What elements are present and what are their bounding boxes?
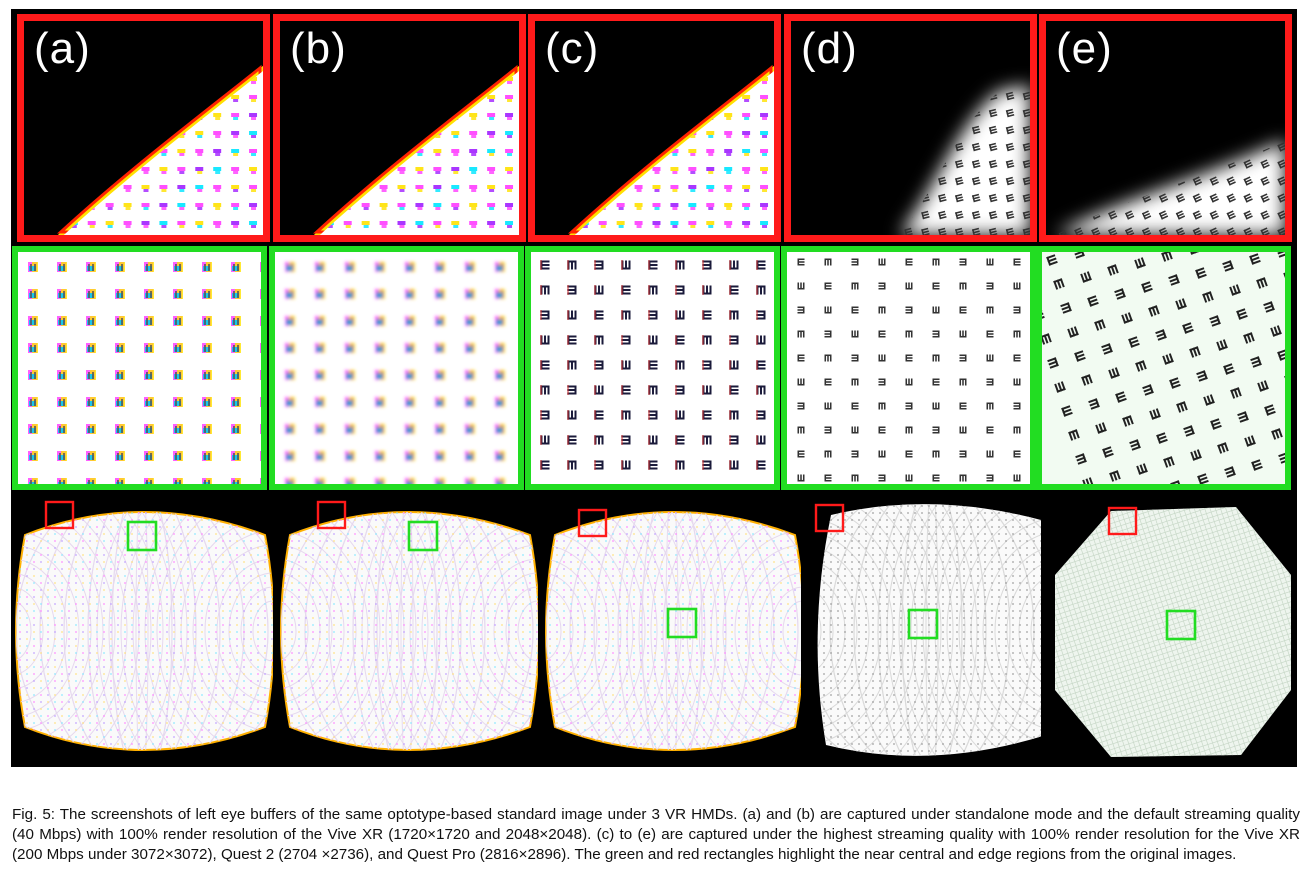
eye-buffer-b bbox=[276, 495, 538, 767]
panel-label-d: (d) bbox=[801, 25, 858, 73]
eye-buffer-image-e bbox=[1041, 495, 1297, 767]
eye-buffer-c bbox=[541, 495, 803, 767]
figure-image: (a) (b) (c) (d) (e) bbox=[11, 9, 1297, 767]
edge-crop-panel-a: (a) bbox=[17, 14, 270, 242]
center-crop-image-e bbox=[1042, 252, 1285, 484]
eye-buffer-e bbox=[1041, 495, 1297, 767]
panel-label-b: (b) bbox=[290, 25, 347, 73]
center-crop-image-c bbox=[531, 252, 774, 484]
eye-buffer-image-c bbox=[541, 495, 803, 767]
eye-buffer-d bbox=[801, 495, 1063, 767]
center-crop-panel-a bbox=[12, 246, 267, 490]
center-crop-image-a bbox=[18, 252, 261, 484]
eye-buffer-image-a bbox=[11, 495, 273, 767]
panel-label-e: (e) bbox=[1056, 25, 1113, 73]
panel-label-c: (c) bbox=[545, 25, 599, 73]
edge-crop-panel-c: (c) bbox=[528, 14, 781, 242]
edge-crop-panel-e: (e) bbox=[1039, 14, 1292, 242]
eye-buffer-a bbox=[11, 495, 273, 767]
edge-crop-panel-b: (b) bbox=[273, 14, 526, 242]
panel-label-a: (a) bbox=[34, 25, 91, 73]
center-crop-panel-d bbox=[781, 246, 1036, 490]
center-crop-panel-b bbox=[269, 246, 524, 490]
eye-buffer-image-d bbox=[801, 495, 1063, 767]
center-crop-image-d bbox=[787, 252, 1030, 484]
center-crop-panel-e bbox=[1036, 246, 1291, 490]
eye-buffer-image-b bbox=[276, 495, 538, 767]
edge-crop-panel-d: (d) bbox=[784, 14, 1037, 242]
center-crop-image-b bbox=[275, 252, 518, 484]
center-crop-panel-c bbox=[525, 246, 780, 490]
figure-caption: Fig. 5: The screenshots of left eye buff… bbox=[12, 805, 1300, 865]
